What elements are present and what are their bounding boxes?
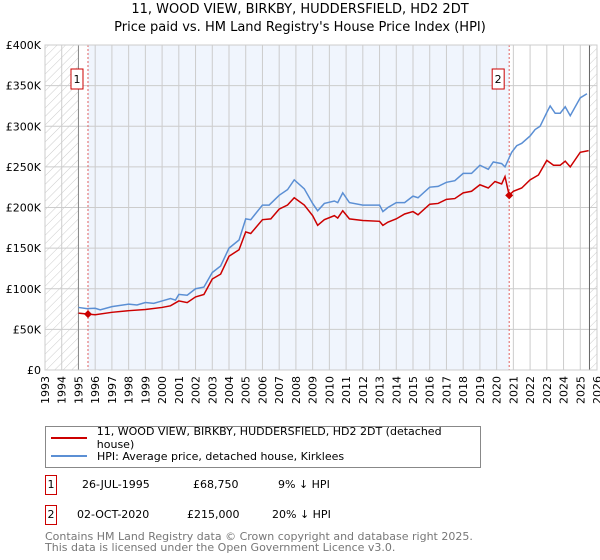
- legend-swatch-hpi: [51, 455, 87, 457]
- sale-hpi-diff: 20% ↓ HPI: [272, 508, 331, 521]
- y-tick-label: £100K: [6, 283, 42, 296]
- chart-title: 11, WOOD VIEW, BIRKBY, HUDDERSFIELD, HD2…: [131, 2, 469, 17]
- x-tick-label: 2024: [558, 376, 571, 404]
- x-tick-label: 2023: [541, 376, 554, 404]
- sale-label: 2: [495, 73, 502, 86]
- legend: 11, WOOD VIEW, BIRKBY, HUDDERSFIELD, HD2…: [45, 425, 481, 468]
- x-tick-label: 2018: [457, 376, 470, 404]
- sale-hpi-diff: 9% ↓ HPI: [278, 478, 330, 491]
- sale-price: £68,750: [193, 478, 239, 491]
- x-tick-label: 2021: [507, 376, 520, 404]
- plot-area: 1993 1994 1995 1996 1997 1998 1999 2000 2001 2002…: [6, 39, 600, 404]
- x-tick-label: 2025: [574, 376, 587, 404]
- x-tick-label: 2019: [474, 376, 487, 404]
- x-tick-label: 2000: [156, 376, 169, 404]
- x-tick-label: 1996: [89, 376, 102, 404]
- x-tick-label: 2004: [223, 376, 236, 404]
- sale-label-box: [70, 68, 84, 90]
- footer-line: This data is licensed under the Open Gov…: [45, 541, 396, 554]
- sale-point: [505, 191, 514, 200]
- x-tick-label: 2026: [591, 376, 600, 404]
- sale-label-box: [491, 68, 505, 90]
- x-tick-label: 2016: [424, 376, 437, 404]
- y-tick-label: £150K: [6, 242, 42, 255]
- x-tick-label: 2005: [240, 376, 253, 404]
- y-tick-label: £250K: [6, 161, 42, 174]
- x-tick-label: 2015: [407, 376, 420, 404]
- sale-badge: 2: [45, 505, 57, 525]
- price-paid-line: [78, 149, 589, 316]
- y-tick-label: £0: [27, 364, 41, 377]
- sale-badge: 1: [45, 475, 57, 495]
- sale-date: 26-JUL-1995: [82, 478, 150, 491]
- x-tick-label: 2010: [323, 376, 336, 404]
- legend-swatch-price: [51, 437, 87, 439]
- y-tick-label: £300K: [6, 120, 42, 133]
- sale-row: 2 02-OCT-2020 £215,000 20% ↓ HPI: [45, 505, 445, 525]
- y-tick-label: £350K: [6, 80, 42, 93]
- x-tick-label: 2022: [524, 376, 537, 404]
- x-tick-label: 2020: [491, 376, 504, 404]
- x-tick-label: 2007: [273, 376, 286, 404]
- x-tick-label: 2008: [290, 376, 303, 404]
- x-tick-label: 2012: [357, 376, 370, 404]
- x-tick-label: 2013: [374, 376, 387, 404]
- x-tick-label: 2002: [190, 376, 203, 404]
- x-tick-label: 2009: [307, 376, 320, 404]
- chart-subtitle: Price paid vs. HM Land Registry's House …: [114, 20, 486, 35]
- x-tick-label: 2014: [390, 376, 403, 404]
- legend-label-hpi: HPI: Average price, detached house, Kirk…: [97, 449, 345, 463]
- x-tick-label: 2001: [173, 376, 186, 404]
- hpi-line: [78, 93, 588, 311]
- sale-date: 02-OCT-2020: [77, 508, 150, 521]
- sale-point: [83, 310, 92, 319]
- x-tick-label: 1999: [139, 376, 152, 404]
- x-tick-label: 2011: [340, 376, 353, 404]
- plot-border: [44, 44, 598, 371]
- x-tick-label: 2006: [256, 376, 269, 404]
- y-tick-label: £50K: [13, 323, 42, 336]
- sale-price: £215,000: [187, 508, 240, 521]
- y-tick-label: £400K: [6, 39, 42, 52]
- x-tick-label: 2003: [206, 376, 219, 404]
- sale-row: 1 26-JUL-1995 £68,750 9% ↓ HPI: [45, 475, 445, 495]
- x-tick-label: 2017: [440, 376, 453, 404]
- x-tick-label: 1998: [123, 376, 136, 404]
- y-tick-label: £200K: [6, 202, 42, 215]
- sale-label: 1: [73, 73, 80, 86]
- footer: Contains HM Land Registry data © Crown c…: [45, 531, 473, 553]
- x-tick-label: 1994: [56, 376, 69, 404]
- x-tick-label: 1995: [72, 376, 85, 404]
- x-tick-label: 1993: [39, 376, 52, 404]
- legend-label-price: 11, WOOD VIEW, BIRKBY, HUDDERSFIELD, HD2…: [96, 425, 442, 451]
- x-tick-label: 1997: [106, 376, 119, 404]
- footer-line: Contains HM Land Registry data © Crown c…: [45, 530, 473, 543]
